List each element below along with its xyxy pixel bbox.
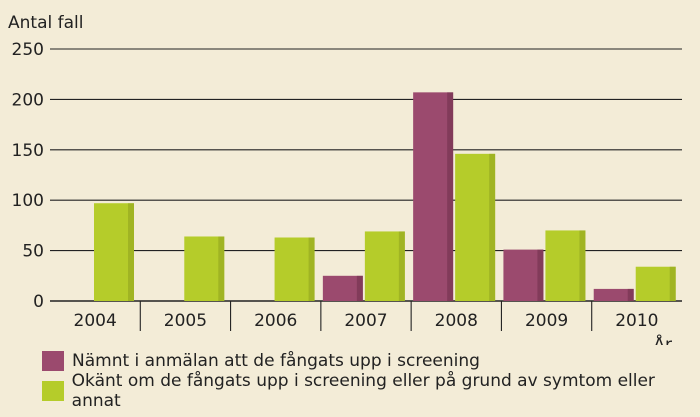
- bars: [94, 92, 676, 302]
- y-tick-label-50: 50: [22, 242, 44, 262]
- x-tick-label-2008: 2008: [435, 311, 478, 331]
- legend: Nämnt i anmälan att de fångats upp i scr…: [42, 346, 700, 411]
- bar-2004-series-2: [94, 203, 134, 301]
- x-axis-label: År: [653, 333, 672, 345]
- x-tick-label-2005: 2005: [164, 311, 207, 331]
- legend-swatch-series-2: [42, 381, 64, 401]
- y-tick-label-0: 0: [33, 292, 44, 312]
- x-tick-label-2009: 2009: [525, 311, 568, 331]
- legend-item-series-1: Nämnt i anmälan att de fångats upp i scr…: [42, 346, 700, 376]
- bar-2007-series-2: [364, 231, 405, 301]
- y-axis-ticks: 0 50 100 150 200 250: [12, 40, 44, 312]
- legend-label-series-2: Okänt om de fångats upp i screening elle…: [71, 371, 655, 411]
- bar-2009-series-2: [545, 230, 586, 301]
- bar-chart: 0 50 100 150 200 250 2004 2005 2006 2007 2008 2009…: [8, 13, 682, 345]
- bar-2009-series-1: [503, 249, 544, 301]
- x-axis-ticks: 2004 2005 2006 2007 2008 2009 2010: [74, 301, 658, 331]
- bar-2008-series-2: [455, 153, 496, 301]
- y-tick-label-150: 150: [12, 141, 44, 161]
- x-tick-label-2010: 2010: [615, 311, 658, 331]
- bar-2005-series-2: [184, 236, 225, 301]
- bar-2010-series-1: [593, 288, 634, 301]
- legend-item-series-2: Okänt om de fångats upp i screening elle…: [42, 371, 700, 411]
- y-tick-label-250: 250: [12, 40, 44, 60]
- bar-2007-series-1: [322, 275, 363, 301]
- bar-2010-series-2: [635, 266, 676, 301]
- x-tick-label-2007: 2007: [344, 311, 387, 331]
- y-tick-label-200: 200: [12, 90, 44, 110]
- y-axis-label: Antal fall: [8, 13, 83, 33]
- x-tick-label-2006: 2006: [254, 311, 297, 331]
- x-tick-label-2004: 2004: [74, 311, 117, 331]
- y-tick-label-100: 100: [12, 191, 44, 211]
- bar-2008-series-1: [413, 92, 454, 302]
- legend-label-series-1: Nämnt i anmälan att de fångats upp i scr…: [72, 351, 480, 371]
- legend-swatch-series-1: [42, 351, 64, 371]
- bar-2006-series-2: [274, 237, 315, 301]
